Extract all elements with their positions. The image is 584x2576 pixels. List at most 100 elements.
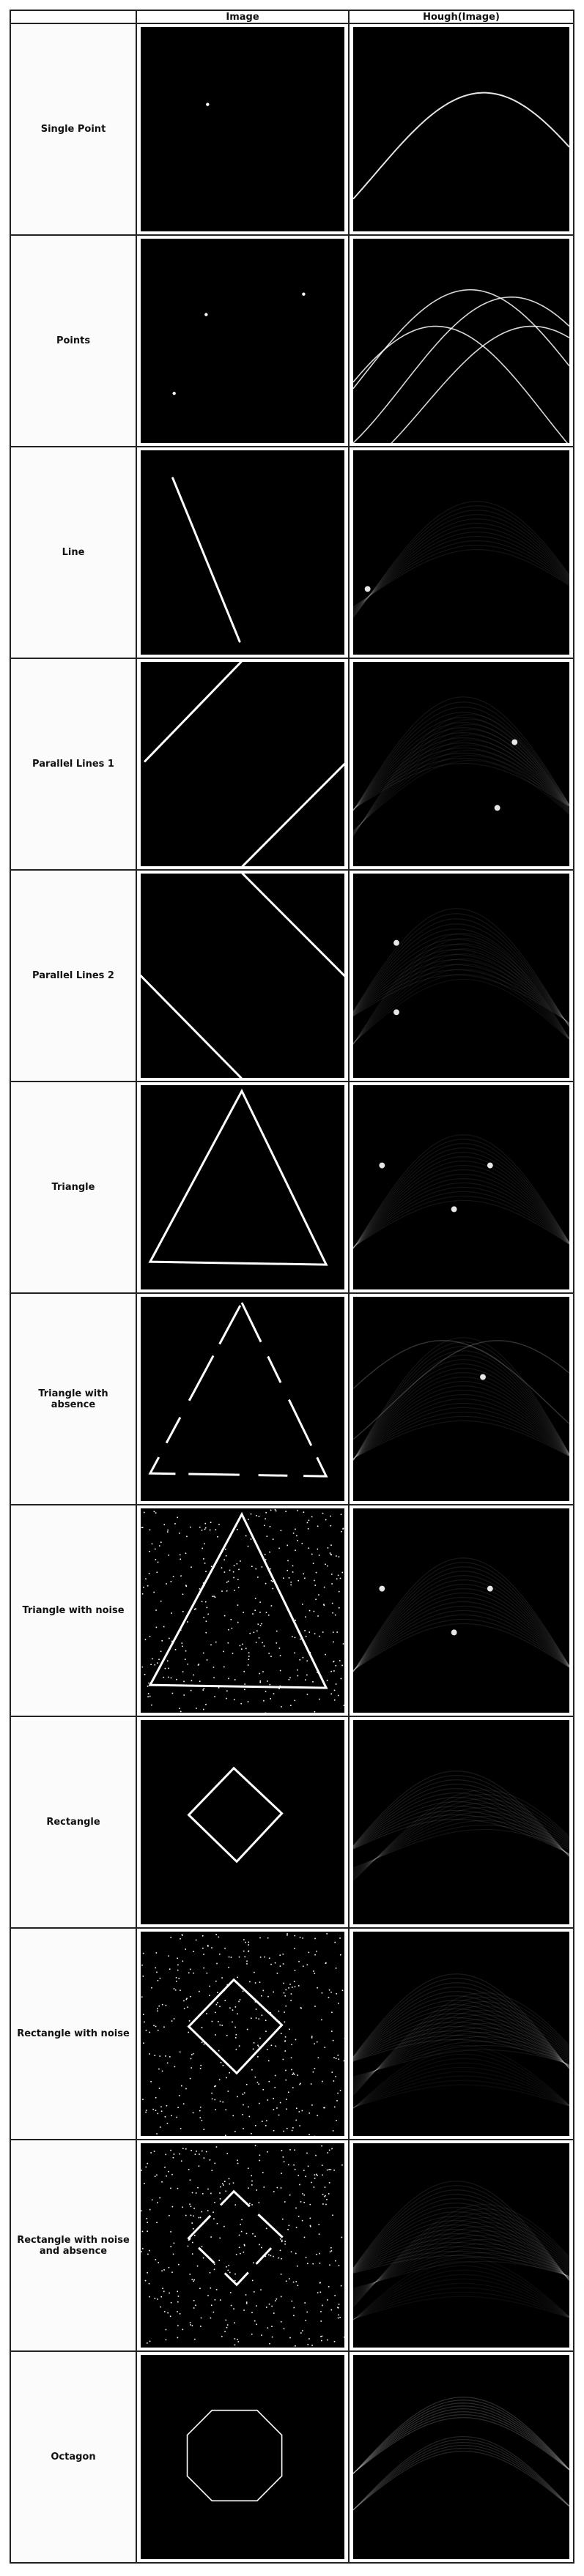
hough-curve bbox=[353, 2408, 569, 2474]
hough-curve bbox=[353, 2274, 569, 2320]
hough-curve bbox=[353, 1385, 569, 1460]
noise-dot bbox=[147, 2162, 149, 2164]
noise-dot bbox=[332, 1612, 333, 1614]
noise-dot bbox=[336, 1578, 338, 1580]
noise-dot bbox=[290, 2057, 292, 2059]
noise-dot bbox=[265, 2307, 267, 2308]
noise-dot bbox=[199, 2117, 202, 2118]
hough-curve bbox=[353, 2444, 569, 2511]
noise-dot bbox=[259, 1937, 261, 1939]
noise-dot bbox=[244, 1689, 245, 1691]
hough-curve bbox=[353, 1368, 569, 1461]
noise-dot bbox=[322, 1631, 324, 1633]
noise-dot bbox=[278, 2114, 280, 2116]
noise-dot bbox=[317, 2292, 319, 2293]
noise-dot bbox=[141, 1965, 143, 1966]
noise-dot bbox=[293, 2315, 295, 2317]
noise-dot bbox=[163, 1676, 165, 1678]
noise-dot bbox=[256, 2189, 258, 2191]
noise-dot bbox=[337, 2003, 339, 2004]
noise-dot bbox=[147, 2222, 148, 2224]
noise-dot bbox=[229, 2271, 231, 2274]
noise-dot bbox=[335, 2058, 337, 2059]
hough-curve bbox=[353, 1359, 569, 1461]
noise-dot bbox=[141, 1527, 144, 1528]
hough-curve bbox=[353, 2027, 569, 2085]
noise-dot bbox=[145, 2029, 147, 2031]
noise-dot bbox=[324, 2107, 325, 2109]
noise-dot bbox=[297, 1540, 298, 1541]
noise-dot bbox=[155, 1967, 157, 1969]
hough-curve bbox=[353, 1806, 569, 1876]
noise-dot bbox=[261, 1623, 262, 1625]
noise-dot bbox=[203, 1688, 205, 1690]
noise-dot bbox=[332, 1631, 334, 1633]
noise-dot bbox=[324, 2047, 326, 2048]
noise-dot bbox=[185, 2214, 187, 2216]
noise-dot bbox=[166, 1583, 167, 1585]
hough-curve bbox=[353, 2252, 569, 2292]
noise-dot bbox=[335, 1683, 337, 1685]
noise-dot bbox=[259, 2159, 260, 2162]
noise-dot bbox=[150, 2152, 152, 2154]
noise-dot bbox=[314, 1954, 316, 1956]
hough-curve bbox=[353, 2084, 569, 2108]
noise-dot bbox=[234, 2204, 237, 2205]
hough-curve bbox=[353, 934, 569, 1026]
hough-curve bbox=[353, 2204, 569, 2307]
table-row: Triangle with noise bbox=[11, 1505, 573, 1717]
noise-dot bbox=[219, 2198, 221, 2200]
noise-dot bbox=[308, 1609, 311, 1612]
noise-dot bbox=[285, 1511, 287, 1512]
noise-dot bbox=[341, 1989, 344, 1992]
noise-dot bbox=[300, 2332, 302, 2334]
noise-dot bbox=[242, 1990, 244, 1992]
noise-dot bbox=[248, 1656, 250, 1657]
noise-dot bbox=[266, 2049, 268, 2050]
noise-dot bbox=[257, 1577, 259, 1578]
noise-dot bbox=[182, 2148, 184, 2150]
hough-curve bbox=[353, 1992, 569, 2096]
noise-dot bbox=[166, 2062, 169, 2064]
hough-curve bbox=[353, 2233, 569, 2278]
noise-dot bbox=[303, 1965, 304, 1968]
hough-peak bbox=[487, 1585, 493, 1592]
hough-curve bbox=[353, 1165, 569, 1248]
noise-dot bbox=[317, 1987, 318, 1989]
noise-dot bbox=[165, 2329, 167, 2331]
noise-dot bbox=[158, 2005, 160, 2007]
hough-curve bbox=[353, 2230, 569, 2299]
noise-dot bbox=[154, 2298, 156, 2299]
hough-curve bbox=[353, 729, 569, 835]
noise-dot bbox=[169, 1637, 170, 1639]
hough-curve bbox=[353, 2246, 569, 2277]
noise-dot bbox=[273, 2109, 275, 2110]
image-cell bbox=[136, 24, 348, 234]
noise-dot bbox=[221, 2336, 223, 2337]
noise-dot bbox=[342, 1643, 344, 1645]
hough-cell bbox=[348, 1929, 573, 2139]
noise-dot bbox=[214, 1696, 215, 1697]
noise-dot bbox=[173, 2018, 175, 2020]
noise-dot bbox=[321, 2339, 322, 2342]
noise-dot bbox=[324, 2186, 326, 2188]
noise-dot bbox=[203, 1558, 204, 1560]
hough-curve bbox=[353, 1346, 569, 1461]
noise-dot bbox=[328, 2149, 330, 2151]
noise-dot bbox=[305, 2320, 307, 2321]
noise-dot bbox=[202, 2257, 204, 2259]
noise-dot bbox=[330, 1693, 333, 1695]
image-cell bbox=[136, 447, 348, 658]
noise-dot bbox=[264, 1554, 266, 1555]
hough-curve bbox=[353, 2220, 569, 2279]
noise-dot bbox=[141, 2248, 144, 2249]
noise-dot bbox=[240, 1560, 241, 1562]
noise-dot bbox=[289, 2028, 290, 2030]
noise-dot bbox=[163, 2269, 165, 2271]
hough-peak bbox=[393, 939, 399, 946]
hough-curve bbox=[353, 742, 569, 811]
noise-dot bbox=[173, 2154, 175, 2155]
hough-curve bbox=[353, 737, 569, 811]
hough-curve bbox=[353, 969, 569, 1024]
hough-curve bbox=[353, 2402, 569, 2474]
